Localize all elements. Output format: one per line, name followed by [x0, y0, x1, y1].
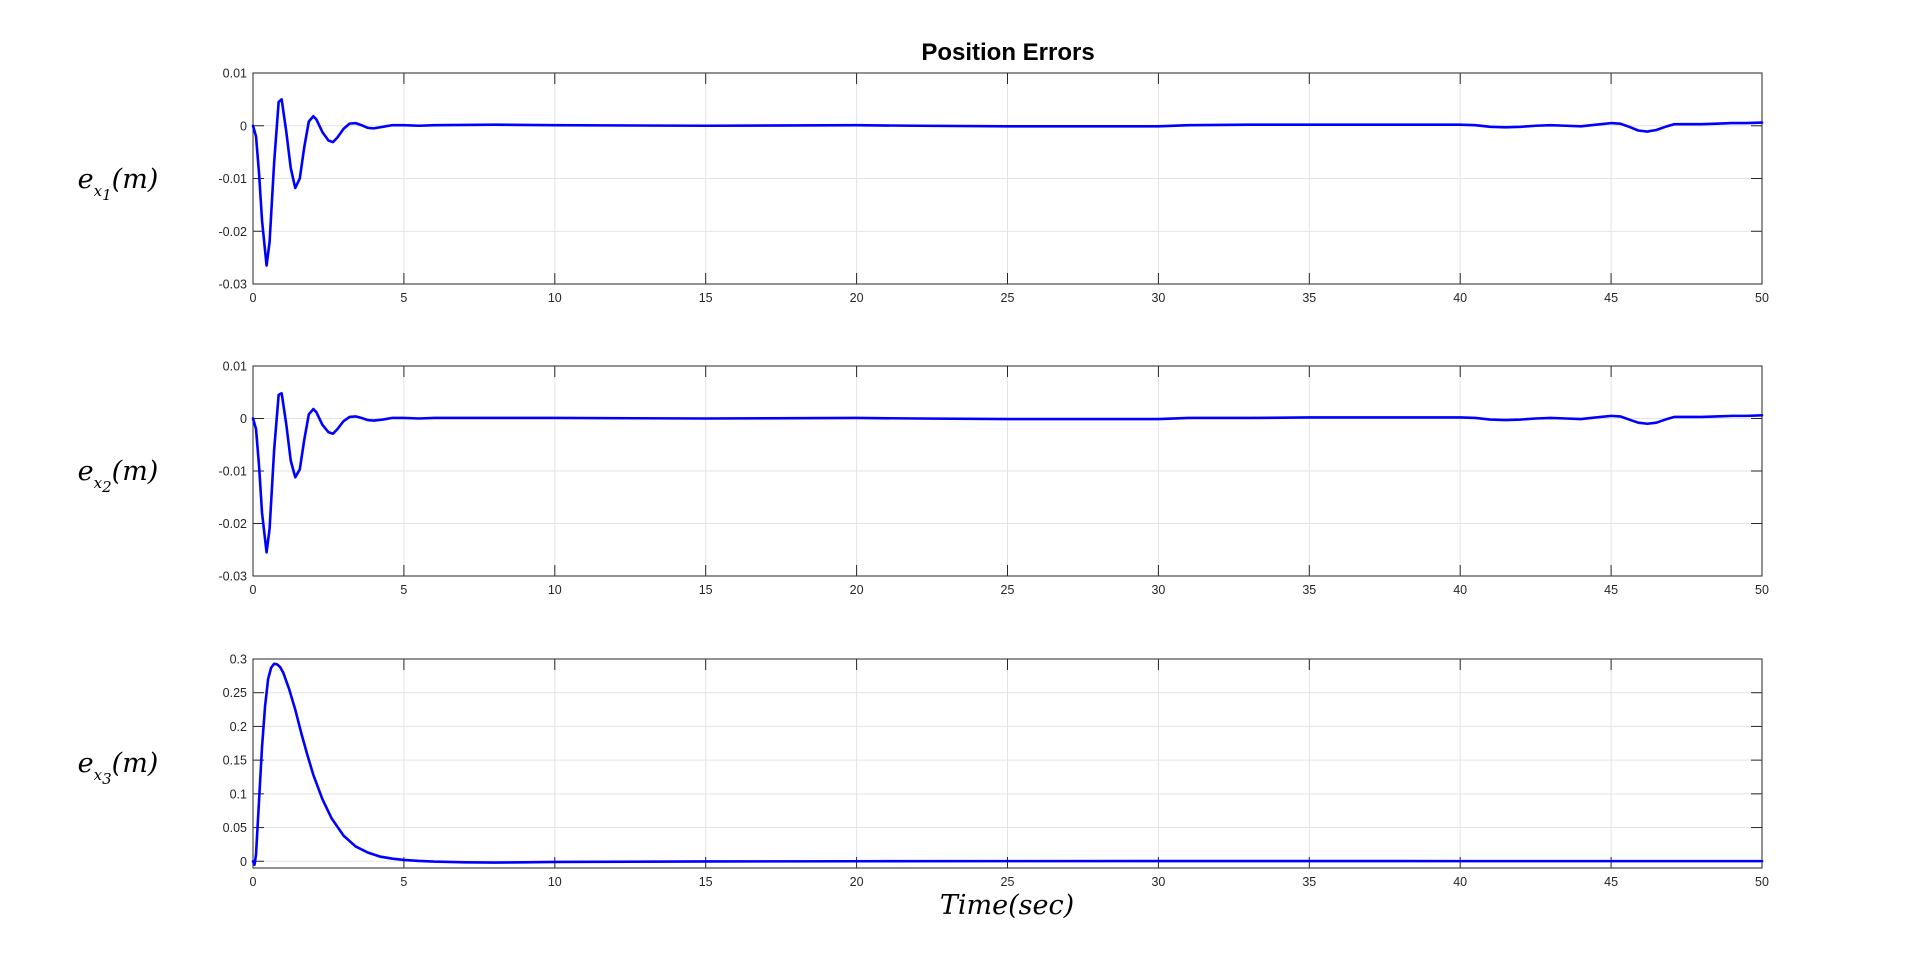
y-tick-label: 0.2: [230, 720, 247, 734]
ticks-2: 0 5 10 15 20 25 30 35 40 45 50 -0.03 -0.02 -0.01 0 0.01: [219, 360, 1769, 598]
x-tick-label: 50: [1755, 875, 1769, 889]
x-tick-label: 15: [699, 583, 713, 597]
x-tick-label: 10: [548, 291, 562, 305]
series-line-ex2: [251, 392, 1764, 554]
y-tick-label: -0.03: [219, 278, 248, 292]
y-tick-label: 0.1: [230, 787, 247, 801]
x-tick-label: 5: [400, 583, 407, 597]
x-tick-label: 40: [1453, 291, 1467, 305]
x-tick-label: 45: [1604, 875, 1618, 889]
x-tick-label: 40: [1453, 875, 1467, 889]
series-line-ex1: [251, 98, 1764, 267]
x-tick-label: 15: [699, 291, 713, 305]
ylabel-ex3: ex3(m): [78, 748, 159, 788]
y-tick-label: -0.02: [219, 225, 248, 239]
x-tick-label: 10: [548, 583, 562, 597]
x-tick-label: 20: [850, 291, 864, 305]
x-tick-label: 0: [250, 583, 257, 597]
x-tick-label: 30: [1151, 875, 1165, 889]
x-tick-label: 10: [548, 875, 562, 889]
chart-title: Position Errors: [921, 39, 1094, 66]
y-tick-label: 0: [240, 412, 247, 426]
x-tick-label: 0: [250, 875, 257, 889]
x-tick-label: 50: [1755, 583, 1769, 597]
y-tick-label: 0.3: [230, 653, 247, 667]
subplot-2: 0 5 10 15 20 25 30 35 40 45 50 -0.03 -0.02 -0.01 0 0.01…: [78, 360, 1769, 598]
subplot-3: 0 5 10 15 20 25 30 35 40 45 50 0 0.05 0.1 0.15 0.2 0.25 0…: [78, 653, 1769, 890]
x-tick-label: 45: [1604, 583, 1618, 597]
y-tick-label: 0.05: [223, 821, 247, 835]
ylabel-ex2: ex2(m): [78, 456, 159, 496]
y-tick-label: 0.01: [223, 67, 247, 81]
x-tick-label: 20: [850, 583, 864, 597]
x-tick-label: 5: [400, 875, 407, 889]
x-tick-label: 20: [850, 875, 864, 889]
series-line-ex3: [251, 662, 1764, 866]
y-tick-label: -0.01: [219, 465, 248, 479]
x-tick-label: 35: [1302, 875, 1316, 889]
x-tick-label: 25: [1001, 583, 1015, 597]
x-tick-label: 30: [1151, 583, 1165, 597]
ylabel-ex1: ex1(m): [78, 164, 159, 204]
ticks-1: 0 5 10 15 20 25 30 35 40 45 50 -0.03 -0.02 -0.01 0 0.01: [219, 67, 1769, 306]
x-tick-label: 50: [1755, 291, 1769, 305]
x-tick-label: 15: [699, 875, 713, 889]
x-tick-label: 45: [1604, 291, 1618, 305]
y-tick-label: -0.02: [219, 517, 248, 531]
y-tick-label: -0.01: [219, 172, 248, 186]
x-tick-label: 0: [250, 291, 257, 305]
subplot-1: 0 5 10 15 20 25 30 35 40 45 50 -0.03 -0.02 -0.01 0 0.01…: [78, 67, 1769, 306]
x-tick-label: 35: [1302, 583, 1316, 597]
x-tick-label: 40: [1453, 583, 1467, 597]
x-tick-label: 25: [1001, 875, 1015, 889]
y-tick-label: 0: [240, 855, 247, 869]
x-tick-label: 5: [400, 291, 407, 305]
x-tick-label: 35: [1302, 291, 1316, 305]
ticks-3: 0 5 10 15 20 25 30 35 40 45 50 0 0.05 0.1 0.15 0.2 0.25 0…: [223, 653, 1769, 890]
y-tick-label: -0.03: [219, 570, 248, 584]
x-axis-label: Time(sec): [940, 890, 1074, 921]
x-tick-label: 25: [1001, 291, 1015, 305]
y-tick-label: 0.01: [223, 360, 247, 374]
y-tick-label: 0: [240, 119, 247, 133]
y-tick-label: 0.25: [223, 686, 247, 700]
x-tick-label: 30: [1151, 291, 1165, 305]
y-tick-label: 0.15: [223, 754, 247, 768]
